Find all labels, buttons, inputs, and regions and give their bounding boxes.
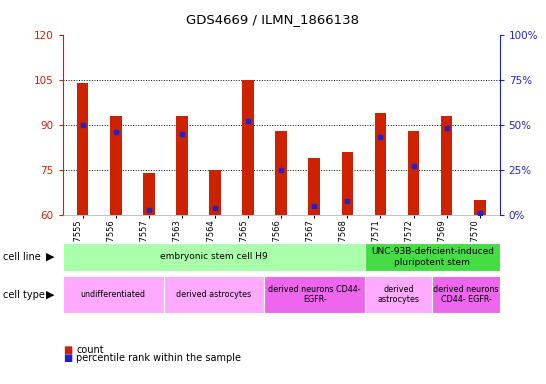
Bar <box>408 131 419 215</box>
Bar <box>474 200 485 215</box>
Text: ▶: ▶ <box>46 290 55 300</box>
Bar <box>110 116 122 215</box>
Bar <box>342 152 353 215</box>
Text: derived neurons CD44-
EGFR-: derived neurons CD44- EGFR- <box>269 285 361 305</box>
Bar <box>176 116 188 215</box>
Text: embryonic stem cell H9: embryonic stem cell H9 <box>160 252 268 262</box>
Bar <box>441 116 453 215</box>
Bar <box>143 173 155 215</box>
Text: undifferentiated: undifferentiated <box>81 290 146 299</box>
Text: count: count <box>76 345 104 355</box>
Bar <box>308 158 320 215</box>
Text: ■: ■ <box>63 353 72 363</box>
Text: derived neurons
CD44- EGFR-: derived neurons CD44- EGFR- <box>433 285 498 305</box>
Bar <box>242 80 254 215</box>
Text: percentile rank within the sample: percentile rank within the sample <box>76 353 241 363</box>
Text: GDS4669 / ILMN_1866138: GDS4669 / ILMN_1866138 <box>187 13 359 26</box>
Bar <box>275 131 287 215</box>
Text: derived astrocytes: derived astrocytes <box>176 290 252 299</box>
Text: cell type: cell type <box>3 290 45 300</box>
Text: derived
astrocytes: derived astrocytes <box>378 285 420 305</box>
Text: UNC-93B-deficient-induced
pluripotent stem: UNC-93B-deficient-induced pluripotent st… <box>371 247 494 266</box>
Text: ■: ■ <box>63 345 72 355</box>
Text: cell line: cell line <box>3 252 40 262</box>
Bar <box>209 170 221 215</box>
Bar <box>375 113 386 215</box>
Text: ▶: ▶ <box>46 252 55 262</box>
Bar <box>77 83 88 215</box>
